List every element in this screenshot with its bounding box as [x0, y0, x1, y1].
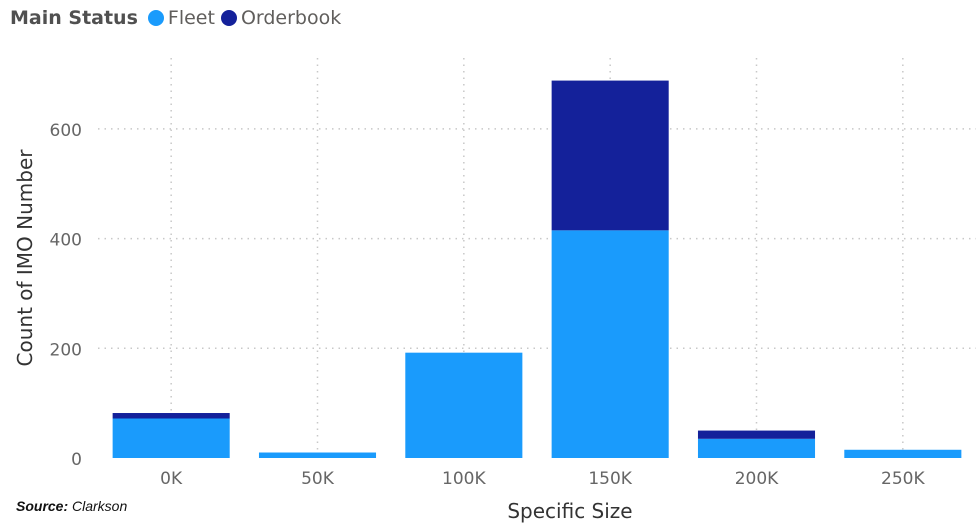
x-tick-label: 200K [735, 469, 779, 489]
x-tick-label: 100K [442, 469, 486, 489]
bar-orderbook-0k[interactable] [112, 413, 230, 419]
y-axis-label: Count of IMO Number [13, 149, 37, 367]
y-tick-label: 600 [50, 121, 82, 141]
bar-layer [112, 80, 962, 458]
source-note: Source: Clarkson [16, 498, 127, 514]
legend-label-orderbook: Orderbook [240, 7, 342, 29]
x-tick-label: 50K [301, 469, 335, 489]
legend-title: Main Status [10, 7, 138, 29]
source-prefix: Source: [16, 498, 69, 514]
bar-fleet-150k[interactable] [551, 230, 669, 458]
legend-item-orderbook[interactable]: Orderbook [220, 7, 342, 29]
bar-orderbook-150k[interactable] [551, 80, 669, 231]
orderbook-dot-icon [220, 10, 237, 26]
bar-orderbook-200k[interactable] [697, 430, 816, 439]
tick-layer: 0 200 400 600 0K 50K 100K 150K 200K 250K [50, 121, 926, 489]
bar-fleet-0k[interactable] [112, 418, 230, 458]
bar-fleet-250k[interactable] [844, 449, 962, 458]
legend: Main Status Fleet Orderbook [10, 4, 347, 32]
x-tick-label: 150K [588, 469, 632, 489]
legend-label-fleet: Fleet [167, 7, 215, 29]
bar-fleet-100k[interactable] [405, 352, 523, 458]
x-axis-label: Specific Size [507, 499, 632, 523]
y-tick-label: 400 [50, 231, 82, 251]
y-tick-label: 0 [71, 450, 82, 470]
source-text: Clarkson [72, 498, 128, 514]
legend-item-fleet[interactable]: Fleet [147, 7, 215, 29]
bar-fleet-50k[interactable] [258, 452, 377, 458]
x-tick-label: 250K [881, 469, 925, 489]
y-tick-label: 200 [50, 340, 82, 360]
fleet-dot-icon [147, 10, 164, 26]
grid-layer [98, 58, 976, 458]
bar-fleet-200k[interactable] [697, 438, 816, 458]
x-tick-label: 0K [160, 469, 183, 489]
